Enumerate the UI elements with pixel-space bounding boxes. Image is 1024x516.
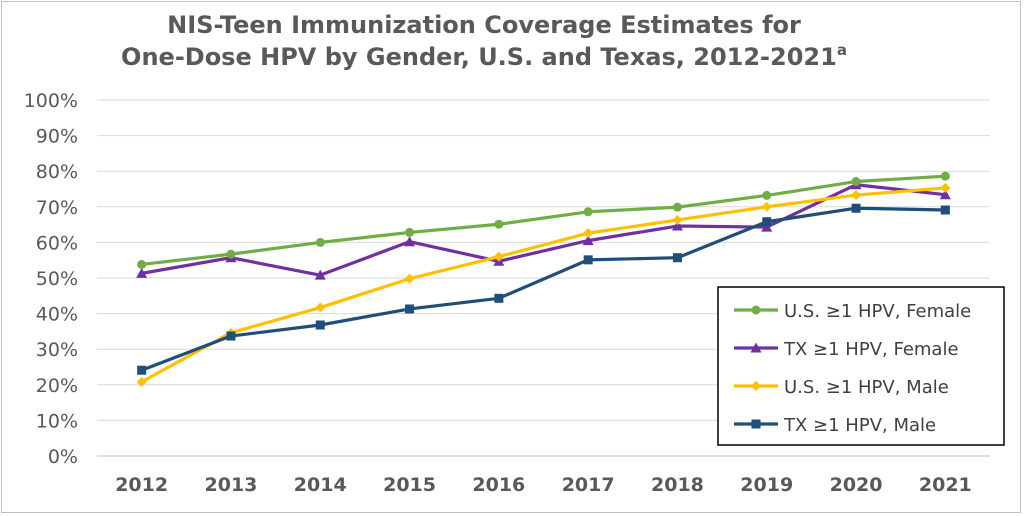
legend-label: U.S. ≥1 HPV, Male — [784, 377, 949, 398]
x-tick-label: 2021 — [919, 474, 972, 496]
data-point — [851, 177, 861, 187]
series-lines — [136, 171, 951, 387]
data-point — [851, 190, 862, 201]
series-line — [141, 183, 946, 277]
data-point — [851, 203, 861, 213]
data-point — [494, 219, 504, 229]
series-3 — [137, 203, 950, 375]
data-point — [226, 331, 236, 341]
data-point — [672, 253, 682, 263]
legend-label: U.S. ≥1 HPV, Female — [784, 301, 971, 322]
data-point — [940, 171, 950, 181]
y-axis-ticks: 0% 10% 20% 30% 40% 50% 60% 70% 80% 90% 100% — [24, 90, 78, 468]
data-point — [583, 207, 593, 217]
data-point — [315, 302, 326, 313]
series-line — [141, 206, 946, 372]
data-point — [761, 221, 773, 232]
legend-box — [717, 286, 1005, 446]
x-axis-ticks: 2012 2013 2014 2015 2016 2017 2018 2019 2020 2021 — [115, 474, 972, 496]
y-tick-label: 100% — [24, 90, 78, 112]
x-tick-label: 2013 — [205, 474, 258, 496]
data-point — [750, 342, 762, 353]
x-tick-label: 2016 — [472, 474, 525, 496]
chart-title-line2-text: One-Dose HPV by Gender, U.S. and Texas, … — [121, 43, 837, 71]
y-tick-label: 20% — [36, 375, 78, 397]
x-tick-label: 2018 — [651, 474, 704, 496]
data-point — [940, 182, 951, 193]
data-point — [493, 251, 504, 262]
data-point — [494, 293, 504, 303]
data-point — [671, 220, 683, 231]
data-point — [762, 217, 772, 227]
data-point — [762, 190, 772, 200]
data-point — [136, 267, 148, 278]
y-tick-label: 40% — [36, 304, 78, 326]
data-point — [939, 189, 951, 200]
data-point — [226, 249, 236, 259]
data-point — [315, 237, 325, 247]
x-tick-label: 2012 — [115, 474, 168, 496]
data-point — [405, 227, 415, 237]
x-tick-label: 2014 — [294, 474, 347, 496]
x-tick-label: 2015 — [383, 474, 436, 496]
series-line — [141, 174, 946, 267]
data-point — [582, 235, 594, 246]
legend-item: U.S. ≥1 HPV, Male — [734, 377, 949, 398]
chart-title-line1: NIS-Teen Immunization Coverage Estimates… — [167, 11, 801, 39]
legend-label: TX ≥1 HPV, Female — [783, 339, 959, 360]
series-0 — [137, 171, 950, 269]
data-point — [940, 205, 950, 215]
legend-item: TX ≥1 HPV, Male — [734, 415, 936, 436]
legend-label: TX ≥1 HPV, Male — [783, 415, 936, 436]
data-point — [405, 304, 415, 314]
series-1 — [136, 179, 951, 280]
data-point — [761, 201, 772, 212]
data-point — [315, 320, 325, 330]
x-tick-label: 2020 — [830, 474, 883, 496]
y-tick-label: 90% — [36, 126, 78, 148]
y-tick-label: 0% — [48, 446, 78, 468]
y-tick-label: 70% — [36, 197, 78, 219]
y-tick-label: 50% — [36, 268, 78, 290]
data-point — [583, 228, 594, 239]
legend: U.S. ≥1 HPV, Female TX ≥1 HPV, Female U.S.… — [717, 286, 1005, 446]
data-point — [751, 419, 761, 429]
y-tick-label: 30% — [36, 339, 78, 361]
data-point — [751, 381, 761, 391]
data-point — [137, 259, 147, 269]
data-point — [672, 202, 682, 212]
chart-title-line2: One-Dose HPV by Gender, U.S. and Texas, … — [121, 41, 847, 71]
data-point — [137, 365, 147, 375]
legend-item: TX ≥1 HPV, Female — [734, 339, 959, 360]
data-point — [583, 255, 593, 265]
data-point — [404, 236, 416, 247]
chart-title-superscript: a — [837, 41, 847, 59]
series-2 — [136, 182, 951, 387]
data-point — [314, 269, 326, 280]
series-line — [140, 186, 946, 384]
data-point — [751, 305, 761, 315]
data-point — [404, 273, 415, 284]
y-tick-label: 10% — [36, 410, 78, 432]
x-tick-label: 2017 — [562, 474, 615, 496]
legend-item: U.S. ≥1 HPV, Female — [734, 301, 971, 322]
y-tick-label: 60% — [36, 232, 78, 254]
data-point — [672, 214, 683, 225]
data-point — [136, 376, 147, 387]
y-tick-label: 80% — [36, 161, 78, 183]
x-tick-label: 2019 — [740, 474, 793, 496]
